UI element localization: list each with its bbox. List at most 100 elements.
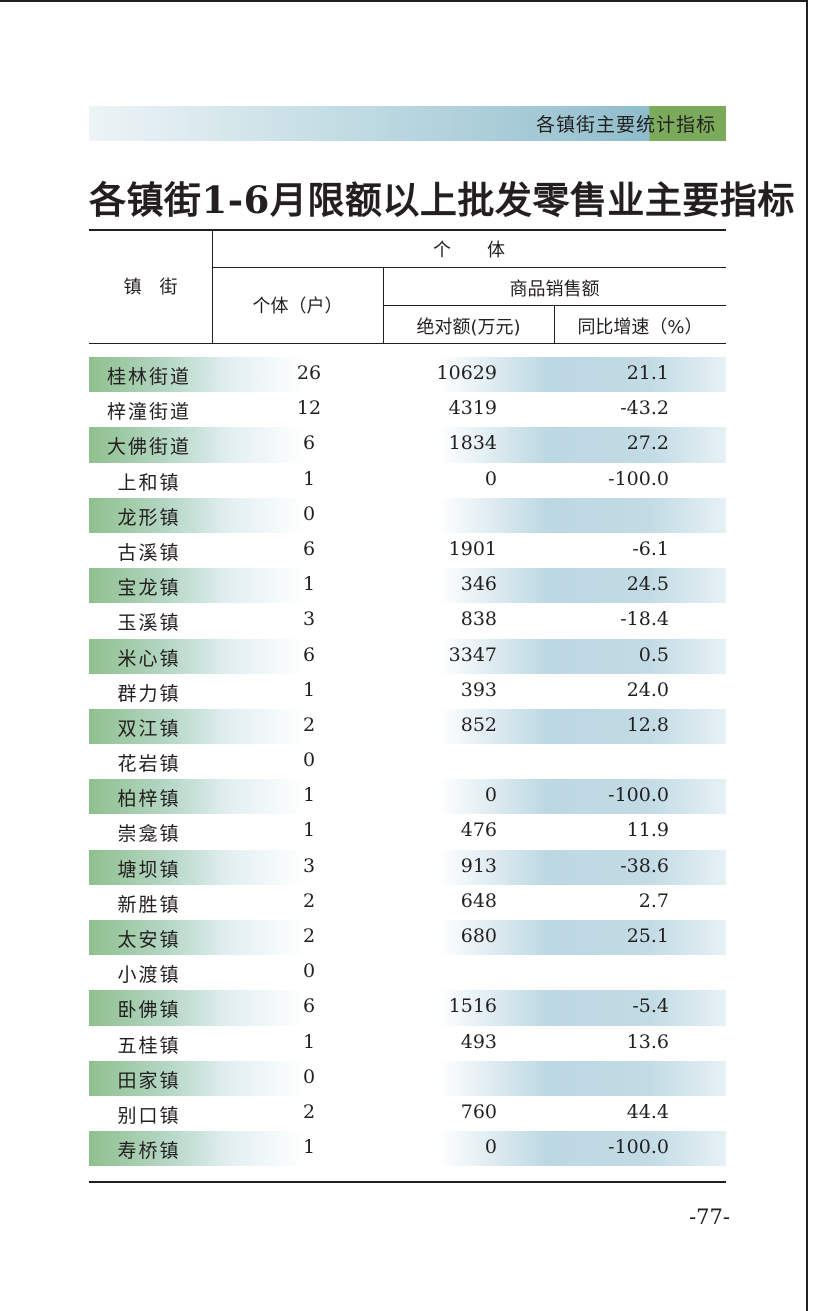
households-cell: 1	[302, 1030, 316, 1053]
sales-yoy-cell: 27.2	[626, 432, 669, 455]
households-cell: 1	[302, 784, 316, 807]
sales-absolute-cell: 4319	[448, 397, 497, 420]
table-row: 新胜镇 2 648 2.7	[89, 885, 726, 920]
households-cell: 6	[302, 537, 316, 560]
sales-absolute-cell: 648	[460, 889, 497, 912]
sales-absolute-cell: 680	[460, 925, 497, 947]
households-cell: 1	[302, 819, 316, 842]
sales-yoy-cell: -6.1	[632, 537, 669, 560]
header-rule-1	[212, 267, 726, 268]
header-yoy: 同比增速（%）	[577, 317, 703, 338]
town-name-cell: 崇龛镇	[117, 823, 181, 846]
page-title: 各镇街1-6月限额以上批发零售业主要指标	[89, 178, 795, 222]
sales-yoy-cell: 44.4	[626, 1100, 669, 1123]
households-cell: 3	[302, 608, 316, 631]
sales-yoy-cell: 2.7	[638, 889, 669, 912]
table-row: 古溪镇 6 1901 -6.1	[89, 533, 726, 568]
town-name-cell: 古溪镇	[117, 541, 181, 564]
town-name-cell: 田家镇	[117, 1069, 181, 1092]
sales-absolute-cell: 838	[460, 608, 497, 631]
households-cell: 2	[302, 889, 316, 912]
sales-absolute-cell: 476	[460, 819, 497, 842]
town-name-cell: 小渡镇	[117, 964, 181, 987]
table-row: 桂林街道 26 10629 21.1	[89, 357, 726, 393]
table-body: 桂林街道 26 10629 21.1 梓潼街道 12 4319 -43.2 大佛街道 6 1834 2…	[89, 357, 726, 1167]
header-sales: 商品销售额	[509, 279, 600, 300]
town-name-cell: 别口镇	[117, 1104, 181, 1127]
table-row: 柏梓镇 1 0 -100.0	[89, 779, 726, 815]
sales-yoy-cell: 11.9	[626, 819, 669, 842]
households-cell: 0	[302, 749, 316, 772]
table-row: 宝龙镇 1 346 24.5	[89, 568, 726, 604]
sales-absolute-cell: 0	[484, 784, 497, 807]
sales-absolute-cell: 913	[460, 854, 497, 877]
page-number: -77-	[689, 1205, 730, 1229]
town-name-cell: 塘坝镇	[117, 858, 181, 881]
households-cell: 6	[302, 995, 316, 1018]
sales-absolute-cell: 393	[460, 678, 497, 701]
table-row: 龙形镇 0	[89, 497, 726, 533]
sales-yoy-cell: -100.0	[608, 1136, 669, 1159]
table-row: 寿桥镇 1 0 -100.0	[89, 1131, 726, 1167]
header-rule-2	[383, 305, 726, 306]
sales-yoy-cell: 21.1	[626, 362, 669, 384]
town-name-cell: 新胜镇	[117, 893, 181, 916]
table-row: 田家镇 0	[89, 1060, 726, 1096]
header-divider-1	[212, 231, 213, 343]
town-name-cell: 宝龙镇	[117, 577, 181, 600]
section-banner: 各镇街主要统计指标	[89, 106, 726, 141]
sales-yoy-cell: -38.6	[620, 854, 669, 877]
table-row: 别口镇 2 760 44.4	[89, 1096, 726, 1131]
town-name-cell: 寿桥镇	[117, 1140, 181, 1163]
table-bottom-rule	[89, 1181, 726, 1183]
households-cell: 0	[302, 960, 316, 983]
households-cell: 1	[302, 467, 316, 490]
town-name-cell: 桂林街道	[106, 366, 191, 388]
header-divider-2	[383, 268, 384, 343]
sales-absolute-cell: 1834	[448, 432, 497, 455]
town-name-cell: 上和镇	[117, 471, 181, 494]
table-row: 太安镇 2 680 25.1	[89, 920, 726, 956]
households-cell: 3	[302, 854, 316, 877]
table-row: 崇龛镇 1 476 11.9	[89, 814, 726, 849]
table-row: 卧佛镇 6 1516 -5.4	[89, 990, 726, 1026]
town-name-cell: 玉溪镇	[117, 612, 181, 635]
sales-absolute-cell: 3347	[448, 643, 497, 666]
sales-yoy-cell: -100.0	[608, 467, 669, 490]
table-row: 上和镇 1 0 -100.0	[89, 463, 726, 498]
town-name-cell: 五桂镇	[117, 1034, 181, 1057]
sales-yoy-cell: -43.2	[620, 397, 669, 420]
sales-yoy-cell: -5.4	[632, 995, 669, 1018]
table-row: 小渡镇 0	[89, 955, 726, 990]
sales-yoy-cell: 12.8	[626, 713, 669, 736]
sales-yoy-cell: 25.1	[626, 925, 669, 947]
sales-yoy-cell: -18.4	[620, 608, 669, 631]
sales-absolute-cell: 852	[460, 713, 497, 736]
table-row: 梓潼街道 12 4319 -43.2	[89, 392, 726, 427]
sales-absolute-cell: 0	[484, 467, 497, 490]
sales-yoy-cell: 24.5	[626, 573, 669, 596]
town-name-cell: 花岩镇	[117, 753, 181, 776]
table-row: 大佛街道 6 1834 27.2	[89, 427, 726, 463]
header-town: 镇 街	[123, 277, 178, 298]
table-row: 米心镇 6 3347 0.5	[89, 638, 726, 674]
table-row: 塘坝镇 3 913 -38.6	[89, 849, 726, 885]
sales-absolute-cell: 493	[460, 1030, 497, 1053]
households-cell: 1	[302, 678, 316, 701]
table-row: 玉溪镇 3 838 -18.4	[89, 603, 726, 638]
town-name-cell: 卧佛镇	[117, 999, 181, 1022]
sales-absolute-cell: 1516	[448, 995, 497, 1018]
table-top-rule	[89, 229, 726, 231]
households-cell: 1	[302, 573, 316, 596]
sales-yoy-cell: -100.0	[608, 784, 669, 807]
sales-absolute-cell: 0	[484, 1136, 497, 1159]
table-row: 花岩镇 0	[89, 744, 726, 779]
households-cell: 0	[302, 502, 316, 525]
table-row: 双江镇 2 852 12.8	[89, 708, 726, 745]
section-banner-text: 各镇街主要统计指标	[535, 114, 716, 136]
header-bottom-rule	[89, 343, 726, 344]
town-name-cell: 米心镇	[117, 647, 181, 670]
sales-yoy-cell: 0.5	[638, 643, 669, 666]
town-name-cell: 太安镇	[117, 929, 181, 951]
